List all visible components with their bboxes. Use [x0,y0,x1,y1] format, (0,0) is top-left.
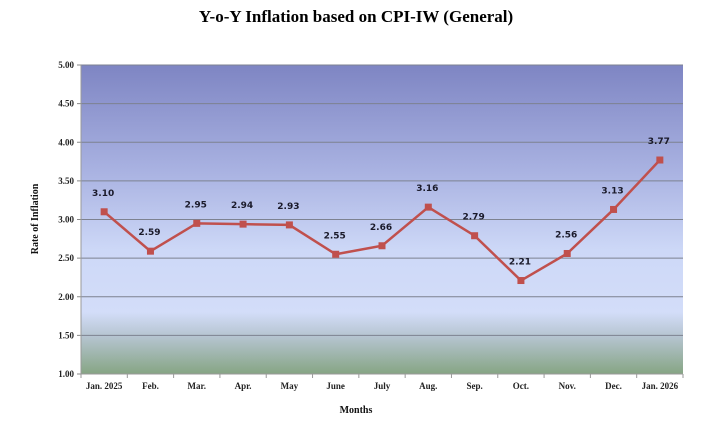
data-point-marker [378,242,386,250]
data-label: 2.55 [324,231,346,241]
data-point-marker [193,219,201,227]
data-label: 2.21 [509,258,531,268]
x-tick-label: Oct. [513,381,529,391]
data-point-marker [610,205,618,213]
y-tick-label: 3.00 [58,215,74,225]
x-tick-label: Jan. 2025 [86,381,123,391]
data-point-marker [285,221,293,229]
x-tick-label: Mar. [188,381,206,391]
data-label: 2.59 [138,228,160,238]
data-label: 2.93 [277,202,299,212]
data-point-marker [517,277,525,285]
y-tick-label: 1.00 [58,369,74,379]
y-tick-label: 4.50 [58,99,74,109]
data-point-marker [424,203,432,211]
y-tick-label: 2.00 [58,292,74,302]
chart-title: Y-o-Y Inflation based on CPI-IW (General… [199,7,513,26]
y-tick-label: 2.50 [58,253,74,263]
data-label: 3.77 [648,137,670,147]
data-point-marker [332,250,340,258]
x-tick-label: Feb. [142,381,159,391]
x-tick-label: Aug. [419,381,437,391]
x-tick-label: Apr. [235,381,252,391]
data-label: 2.79 [463,213,485,223]
data-point-marker [656,156,664,164]
data-point-marker [239,220,247,228]
y-tick-label: 5.00 [58,60,74,70]
y-tick-label: 1.50 [58,330,74,340]
y-axis-label: Rate of Inflation [30,183,41,254]
data-point-marker [563,249,571,257]
y-tick-label: 3.50 [58,176,74,186]
x-tick-label: Jan. 2026 [642,381,679,391]
x-tick-label: July [374,381,391,391]
data-label: 2.56 [555,230,577,240]
data-label: 2.66 [370,223,392,233]
data-point-marker [100,208,108,216]
data-label: 2.94 [231,201,253,211]
x-tick-label: May [281,381,299,391]
x-tick-label: June [326,381,345,391]
x-tick-label: Dec. [605,381,622,391]
x-tick-label: Sep. [466,381,482,391]
data-label: 3.16 [416,184,438,194]
data-label: 3.13 [601,186,623,196]
data-label: 2.95 [185,200,207,210]
data-point-marker [471,232,479,240]
x-tick-label: Nov. [559,381,576,391]
data-label: 3.10 [92,189,114,199]
data-point-marker [146,247,154,255]
x-axis-label: Months [340,405,373,416]
y-tick-label: 4.00 [58,137,74,147]
